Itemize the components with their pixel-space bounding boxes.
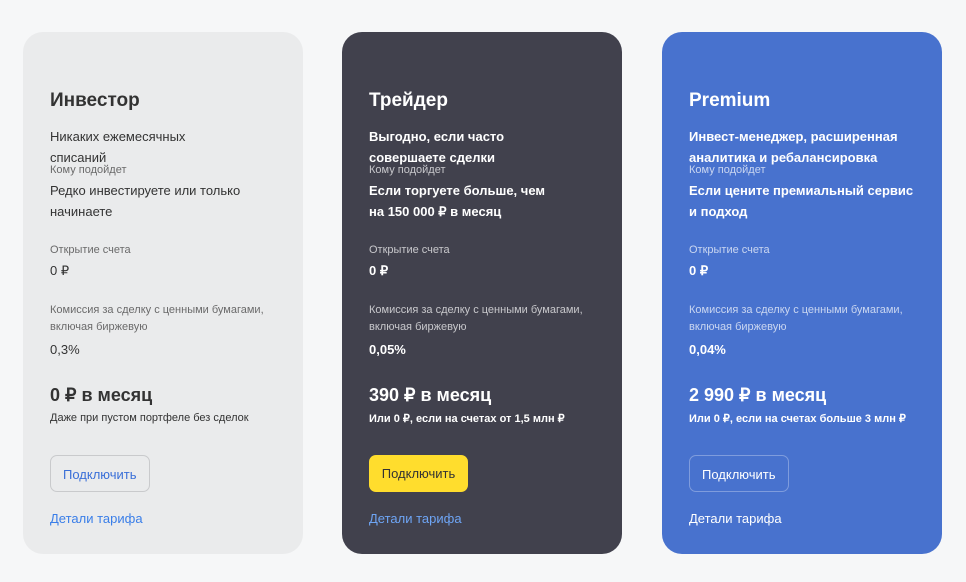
commission-value: 0,3% [50, 342, 80, 357]
open-label: Открытие счета [50, 244, 131, 256]
commission-value: 0,04% [689, 342, 726, 357]
open-value: 0 ₽ [50, 263, 70, 278]
plan-card-premium: Premium Инвест-менеджер, расширенная ана… [662, 32, 942, 554]
commission-value: 0,05% [369, 342, 406, 357]
price-note: Даже при пустом портфеле без сделок [50, 412, 249, 424]
details-link[interactable]: Детали тарифа [369, 511, 462, 526]
price-note: Или 0 ₽, если на счетах от 1,5 млн ₽ [369, 413, 565, 425]
plan-price: 0 ₽ в месяц [50, 385, 153, 405]
fit-value: Если торгуете больше, чем на 150 000 ₽ в… [369, 183, 545, 219]
open-label: Открытие счета [689, 244, 770, 256]
plan-title: Premium [689, 90, 771, 111]
plan-card-trader: Трейдер Выгодно, если часто совершаете с… [342, 32, 622, 554]
open-value: 0 ₽ [369, 263, 389, 278]
details-link[interactable]: Детали тарифа [50, 511, 143, 526]
fit-value: Редко инвестируете или только начинаете [50, 183, 241, 219]
price-note: Или 0 ₽, если на счетах больше 3 млн ₽ [689, 413, 906, 425]
commission-label: Комиссия за сделку с ценными бумагами, в… [689, 304, 903, 333]
fit-label: Кому подойдет [689, 164, 766, 176]
plan-description: Никаких ежемесячных списаний [50, 129, 186, 165]
connect-button[interactable]: Подключить [369, 455, 468, 492]
fit-value: Если цените премиальный сервис и подход [689, 183, 914, 219]
fit-label: Кому подойдет [50, 164, 127, 176]
plan-price: 2 990 ₽ в месяц [689, 385, 827, 405]
commission-label: Комиссия за сделку с ценными бумагами, в… [369, 304, 583, 333]
open-label: Открытие счета [369, 244, 450, 256]
commission-label: Комиссия за сделку с ценными бумагами, в… [50, 304, 264, 333]
fit-label: Кому подойдет [369, 164, 446, 176]
connect-button[interactable]: Подключить [50, 455, 150, 492]
plan-description: Выгодно, если часто совершаете сделки [369, 129, 505, 165]
plan-title: Инвестор [50, 90, 140, 111]
connect-button[interactable]: Подключить [689, 455, 789, 492]
details-link[interactable]: Детали тарифа [689, 511, 782, 526]
plan-description: Инвест-менеджер, расширенная аналитика и… [689, 129, 898, 165]
open-value: 0 ₽ [689, 263, 709, 278]
plan-price: 390 ₽ в месяц [369, 385, 492, 405]
plan-title: Трейдер [369, 90, 448, 111]
plan-card-investor: Инвестор Никаких ежемесячных списаний Ко… [23, 32, 303, 554]
